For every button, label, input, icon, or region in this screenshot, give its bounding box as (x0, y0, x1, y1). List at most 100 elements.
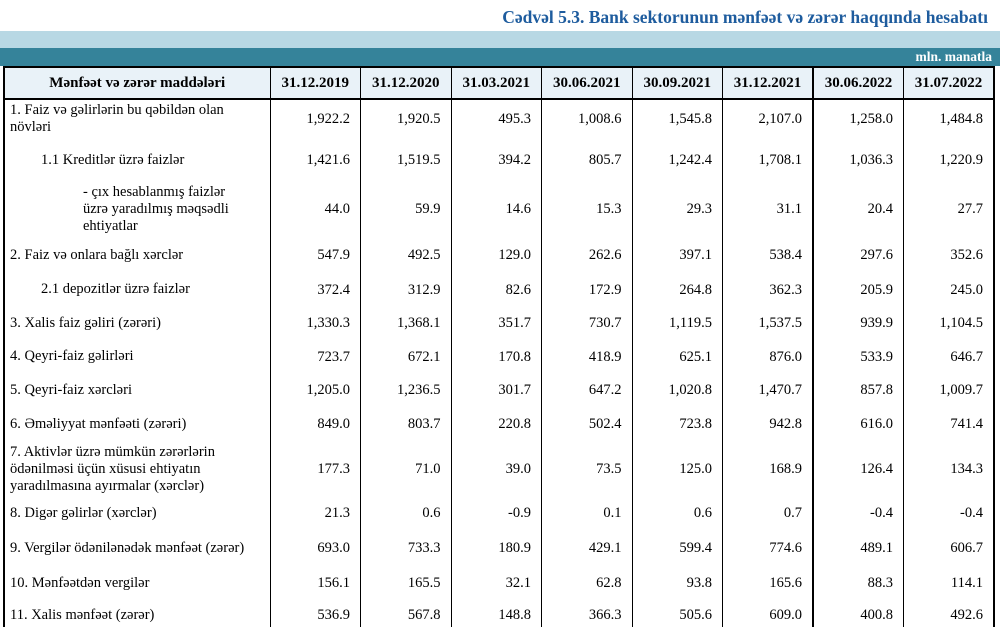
row-label: 8. Digər gəlirlər (xərclər) (3, 496, 271, 531)
cell-value: 1,220.9 (903, 138, 995, 183)
cell-value: 71.0 (360, 441, 452, 497)
unit-label: mln. manatla (915, 49, 992, 64)
profit-loss-table: Mənfəət və zərər maddələri 31.12.2019 31.… (3, 66, 995, 627)
items-column-header: Mənfəət və zərər maddələri (3, 67, 271, 100)
unit-band: mln. manatla (0, 48, 1000, 66)
cell-value: 429.1 (541, 530, 633, 567)
cell-value: 489.1 (812, 530, 904, 567)
cell-value: 29.3 (631, 182, 723, 238)
row-label: 11. Xalis mənfəət (zərər) (3, 600, 271, 627)
cell-value: 93.8 (631, 566, 723, 601)
cell-value: 245.0 (903, 273, 995, 307)
cell-value: 533.9 (812, 340, 904, 374)
cell-value: 15.3 (541, 182, 633, 238)
cell-value: 2,107.0 (722, 99, 814, 139)
table-row: 5. Qeyri-faiz xərcləri 1,205.0 1,236.5 301.… (3, 373, 995, 408)
cell-value: 400.8 (812, 600, 904, 627)
table-row: 2. Faiz və onlara bağlı xərclər 547.9 492.… (3, 237, 995, 274)
cell-value: 31.1 (722, 182, 814, 238)
cell-value: 397.1 (631, 237, 723, 274)
table-row: 6. Əməliyyat mənfəəti (zərəri) 849.0 803.7… (3, 407, 995, 442)
cell-value: 942.8 (722, 407, 814, 442)
cell-value: 1,205.0 (269, 373, 361, 408)
cell-value: 646.7 (903, 340, 995, 374)
header-row: Mənfəət və zərər maddələri 31.12.2019 31.… (3, 67, 995, 100)
cell-value: 741.4 (903, 407, 995, 442)
cell-value: 177.3 (269, 441, 361, 497)
cell-value: 733.3 (360, 530, 452, 567)
cell-value: 148.8 (450, 600, 542, 627)
date-column-header: 30.06.2022 (812, 67, 904, 100)
row-label: 7. Aktivlər üzrə mümkün zərərlərin ödəni… (3, 441, 271, 497)
cell-value: 567.8 (360, 600, 452, 627)
cell-value: 1,008.6 (541, 99, 633, 139)
cell-value: 20.4 (812, 182, 904, 238)
cell-value: 672.1 (360, 340, 452, 374)
cell-value: 0.1 (541, 496, 633, 531)
cell-value: 805.7 (541, 138, 633, 183)
row-label: 2.1 depozitlər üzrə faizlər (3, 273, 271, 307)
cell-value: 1,537.5 (722, 306, 814, 341)
cell-value: 126.4 (812, 441, 904, 497)
cell-value: 62.8 (541, 566, 633, 601)
cell-value: 372.4 (269, 273, 361, 307)
cell-value: 1,421.6 (269, 138, 361, 183)
cell-value: 492.5 (360, 237, 452, 274)
cell-value: 88.3 (812, 566, 904, 601)
cell-value: 82.6 (450, 273, 542, 307)
date-column-header: 31.12.2021 (722, 67, 814, 100)
cell-value: 170.8 (450, 340, 542, 374)
row-label: 1.1 Kreditlər üzrə faizlər (3, 138, 271, 183)
table-row: 4. Qeyri-faiz gəlirləri 723.7 672.1 170.8 41… (3, 340, 995, 374)
date-column-header: 31.03.2021 (450, 67, 542, 100)
cell-value: -0.9 (450, 496, 542, 531)
cell-value: 1,236.5 (360, 373, 452, 408)
cell-value: 625.1 (631, 340, 723, 374)
cell-value: 366.3 (541, 600, 633, 627)
cell-value: 1,484.8 (903, 99, 995, 139)
cell-value: 32.1 (450, 566, 542, 601)
cell-value: 1,545.8 (631, 99, 723, 139)
row-label: 10. Mənfəətdən vergilər (3, 566, 271, 601)
cell-value: 723.8 (631, 407, 723, 442)
cell-value: 609.0 (722, 600, 814, 627)
table-row: 9. Vergilər ödənilənədək mənfəət (zərər)… (3, 530, 995, 567)
cell-value: 803.7 (360, 407, 452, 442)
cell-value: 394.2 (450, 138, 542, 183)
cell-value: 536.9 (269, 600, 361, 627)
table-header: Mənfəət və zərər maddələri 31.12.2019 31.… (3, 67, 995, 100)
cell-value: 1,922.2 (269, 99, 361, 139)
cell-value: 849.0 (269, 407, 361, 442)
row-label: 9. Vergilər ödənilənədək mənfəət (zərər) (3, 530, 271, 567)
cell-value: 876.0 (722, 340, 814, 374)
cell-value: 857.8 (812, 373, 904, 408)
page-title: Cədvəl 5.3. Bank sektorunun mənfəət və z… (502, 7, 988, 27)
cell-value: 39.0 (450, 441, 542, 497)
cell-value: 495.3 (450, 99, 542, 139)
cell-value: 774.6 (722, 530, 814, 567)
cell-value: 125.0 (631, 441, 723, 497)
cell-value: 1,036.3 (812, 138, 904, 183)
cell-value: 165.6 (722, 566, 814, 601)
cell-value: 1,009.7 (903, 373, 995, 408)
cell-value: 312.9 (360, 273, 452, 307)
table-row: 2.1 depozitlər üzrə faizlər 372.4 312.9 82.… (3, 273, 995, 307)
cell-value: 647.2 (541, 373, 633, 408)
row-label: 1. Faiz və gəlirlərin bu qəbildən olan n… (3, 99, 271, 139)
cell-value: 172.9 (541, 273, 633, 307)
cell-value: 129.0 (450, 237, 542, 274)
cell-value: 73.5 (541, 441, 633, 497)
row-label: 6. Əməliyyat mənfəəti (zərəri) (3, 407, 271, 442)
cell-value: 21.3 (269, 496, 361, 531)
cell-value: 44.0 (269, 182, 361, 238)
cell-value: -0.4 (812, 496, 904, 531)
date-column-header: 31.12.2020 (360, 67, 452, 100)
cell-value: 538.4 (722, 237, 814, 274)
date-column-header: 31.12.2019 (269, 67, 361, 100)
table-row: 8. Digər gəlirlər (xərclər) 21.3 0.6 -0.9 0.… (3, 496, 995, 531)
row-label: 2. Faiz və onlara bağlı xərclər (3, 237, 271, 274)
cell-value: 616.0 (812, 407, 904, 442)
cell-value: 262.6 (541, 237, 633, 274)
cell-value: 220.8 (450, 407, 542, 442)
row-label: 4. Qeyri-faiz gəlirləri (3, 340, 271, 374)
